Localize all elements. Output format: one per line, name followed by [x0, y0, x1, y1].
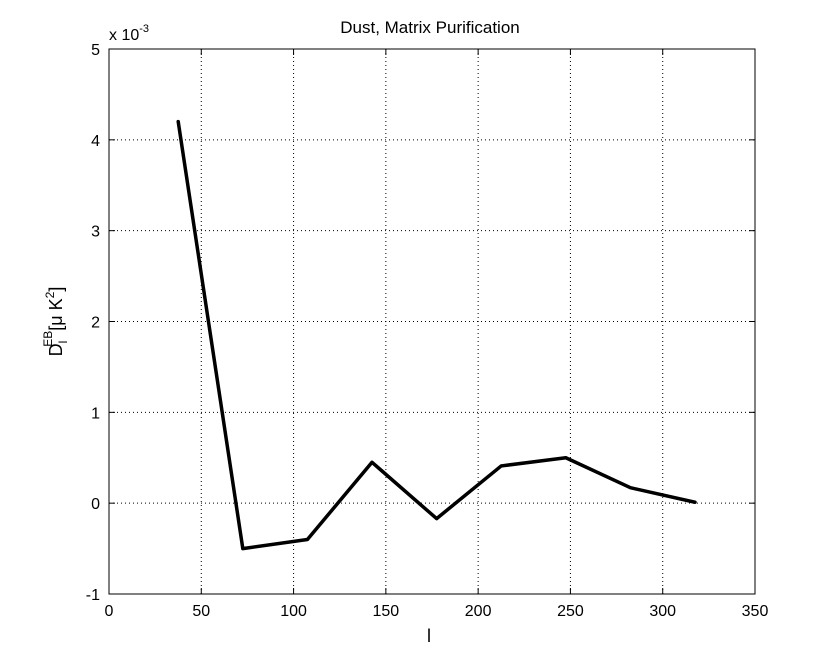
x-tick-label: 300 — [649, 603, 676, 620]
series-layer — [176, 119, 697, 551]
chart-title: Dust, Matrix Purification — [340, 18, 520, 37]
x-tick-label: 250 — [557, 603, 584, 620]
y-label-unit-sup: 2 — [43, 291, 57, 298]
data-point — [176, 120, 180, 124]
y-axis-multiplier: x 10-3 — [109, 23, 149, 44]
data-point — [241, 547, 245, 551]
x-axis-label: l — [427, 626, 431, 646]
x-tick-label: 100 — [280, 603, 307, 620]
y-tick-label: -1 — [86, 587, 100, 604]
y-multiplier-prefix: x 10 — [109, 27, 139, 44]
data-point — [305, 538, 309, 541]
x-tick-label: 0 — [105, 603, 114, 620]
y-label-sup: EB — [41, 331, 55, 347]
y-multiplier-exponent: -3 — [139, 23, 149, 35]
y-tick-label: 3 — [91, 224, 100, 241]
y-tick-label: 5 — [91, 42, 100, 59]
y-tick-label: 2 — [91, 315, 100, 332]
y-label-unit-prefix: [μ K — [46, 298, 66, 330]
grid — [109, 49, 755, 594]
y-label-base: D — [46, 343, 66, 356]
x-tick-label: 200 — [465, 603, 492, 620]
data-point — [370, 460, 374, 464]
x-tick-labels: 0 50 100 150 200 250 300 350 — [105, 603, 769, 620]
data-point — [564, 456, 568, 460]
y-tick-label: 4 — [91, 133, 100, 150]
x-tick-label: 350 — [742, 603, 769, 620]
data-point — [628, 486, 632, 490]
y-tick-label: 0 — [91, 496, 100, 513]
x-tick-label: 50 — [192, 603, 210, 620]
y-label-sub: l — [56, 341, 70, 344]
y-tick-label: 1 — [91, 405, 100, 422]
y-tick-labels: -1 0 1 2 3 4 5 — [86, 42, 100, 604]
data-point — [693, 500, 697, 504]
data-point — [499, 464, 503, 468]
tick-marks — [108, 48, 756, 595]
x-tick-label: 150 — [373, 603, 400, 620]
y-axis-label: DlEB[μ K2] — [41, 287, 70, 357]
svg-text:DlEB[μ K2]: DlEB[μ K2] — [41, 287, 70, 357]
data-point — [435, 517, 439, 521]
y-label-unit-suffix: ] — [46, 287, 66, 292]
series-line — [176, 119, 697, 551]
